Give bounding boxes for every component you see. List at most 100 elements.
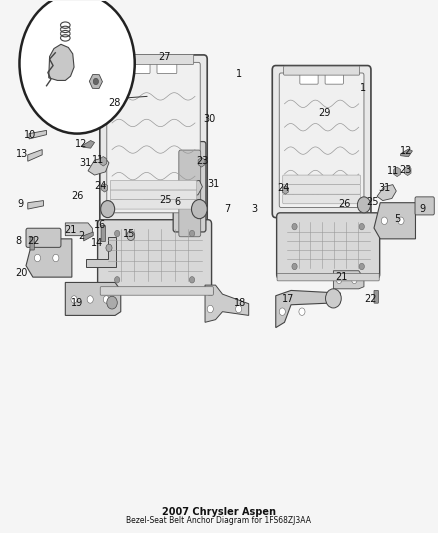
Text: 22: 22 <box>365 294 377 304</box>
FancyBboxPatch shape <box>277 273 379 281</box>
Text: 21: 21 <box>64 225 77 236</box>
FancyBboxPatch shape <box>374 290 378 303</box>
Circle shape <box>35 254 41 262</box>
Circle shape <box>381 217 388 224</box>
Text: 22: 22 <box>27 236 40 246</box>
Polygon shape <box>28 150 42 161</box>
Polygon shape <box>205 285 249 322</box>
FancyBboxPatch shape <box>110 199 197 209</box>
Circle shape <box>325 289 341 308</box>
FancyBboxPatch shape <box>279 73 364 207</box>
FancyBboxPatch shape <box>272 66 371 217</box>
Circle shape <box>292 223 297 230</box>
Text: 12: 12 <box>400 146 412 156</box>
Polygon shape <box>49 44 74 80</box>
FancyBboxPatch shape <box>110 180 197 190</box>
Circle shape <box>107 296 117 309</box>
FancyBboxPatch shape <box>173 142 206 232</box>
Text: 2: 2 <box>78 231 85 241</box>
FancyBboxPatch shape <box>98 220 212 292</box>
Text: 6: 6 <box>174 197 180 207</box>
Polygon shape <box>28 200 43 209</box>
FancyBboxPatch shape <box>130 63 150 74</box>
Text: 19: 19 <box>71 297 83 308</box>
Text: 11: 11 <box>387 166 399 176</box>
Circle shape <box>359 263 364 270</box>
FancyBboxPatch shape <box>283 175 360 184</box>
Circle shape <box>87 296 93 303</box>
Circle shape <box>207 305 213 313</box>
Text: 11: 11 <box>92 155 104 165</box>
FancyBboxPatch shape <box>101 225 106 241</box>
Text: 28: 28 <box>108 98 120 108</box>
Circle shape <box>191 199 207 219</box>
Polygon shape <box>333 271 364 289</box>
Text: 26: 26 <box>71 191 83 201</box>
Text: 5: 5 <box>394 214 400 224</box>
Polygon shape <box>84 232 93 241</box>
Text: 7: 7 <box>225 204 231 214</box>
FancyBboxPatch shape <box>30 237 34 250</box>
FancyBboxPatch shape <box>157 63 177 74</box>
Polygon shape <box>377 184 396 200</box>
Text: 24: 24 <box>277 183 290 193</box>
Circle shape <box>357 197 371 213</box>
Text: 26: 26 <box>339 199 351 209</box>
FancyBboxPatch shape <box>26 228 61 247</box>
Polygon shape <box>276 290 340 328</box>
FancyBboxPatch shape <box>300 74 318 84</box>
Text: 20: 20 <box>15 268 28 278</box>
Text: 9: 9 <box>419 204 425 214</box>
Circle shape <box>398 217 404 224</box>
Circle shape <box>207 288 213 296</box>
Circle shape <box>352 277 357 284</box>
Text: 9: 9 <box>17 199 23 209</box>
Polygon shape <box>374 203 416 239</box>
Circle shape <box>189 230 194 237</box>
FancyBboxPatch shape <box>100 55 207 223</box>
Circle shape <box>189 277 194 283</box>
Polygon shape <box>29 131 46 139</box>
Text: 1: 1 <box>360 83 366 93</box>
Text: 31: 31 <box>378 183 390 193</box>
Circle shape <box>127 231 135 240</box>
Text: 18: 18 <box>234 297 246 308</box>
Polygon shape <box>83 141 95 148</box>
Polygon shape <box>65 282 121 316</box>
Circle shape <box>71 296 77 303</box>
Circle shape <box>292 263 297 270</box>
Circle shape <box>115 230 120 237</box>
Circle shape <box>279 308 286 316</box>
Circle shape <box>101 200 115 217</box>
Circle shape <box>103 296 110 303</box>
Circle shape <box>299 308 305 316</box>
Circle shape <box>115 277 120 283</box>
Text: 24: 24 <box>94 181 106 191</box>
FancyBboxPatch shape <box>277 213 380 279</box>
Circle shape <box>19 0 135 134</box>
Polygon shape <box>86 237 117 266</box>
Polygon shape <box>401 149 413 157</box>
Text: 25: 25 <box>367 197 379 207</box>
FancyBboxPatch shape <box>113 54 194 64</box>
Circle shape <box>336 277 342 284</box>
Text: 29: 29 <box>318 108 331 118</box>
Polygon shape <box>65 223 92 236</box>
Circle shape <box>236 305 242 313</box>
Circle shape <box>359 223 364 230</box>
FancyBboxPatch shape <box>283 184 360 194</box>
FancyBboxPatch shape <box>179 150 201 237</box>
Text: 1: 1 <box>236 69 242 79</box>
Circle shape <box>106 244 112 252</box>
FancyBboxPatch shape <box>110 190 197 199</box>
Text: 2007 Chrysler Aspen: 2007 Chrysler Aspen <box>162 507 276 517</box>
FancyBboxPatch shape <box>325 74 343 84</box>
Text: 31: 31 <box>208 179 220 189</box>
Text: 23: 23 <box>196 156 208 166</box>
Text: 31: 31 <box>80 158 92 168</box>
FancyBboxPatch shape <box>107 62 200 213</box>
Text: 23: 23 <box>400 165 412 175</box>
FancyBboxPatch shape <box>415 197 434 215</box>
Polygon shape <box>88 158 109 175</box>
Text: 3: 3 <box>251 204 257 214</box>
